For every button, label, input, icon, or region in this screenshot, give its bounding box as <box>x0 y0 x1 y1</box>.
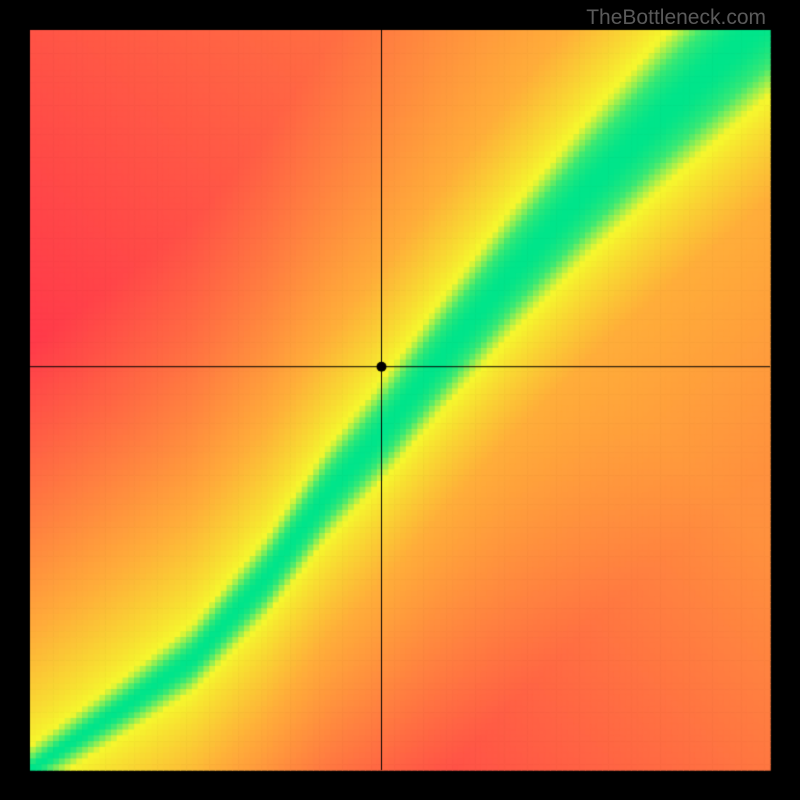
chart-container: TheBottleneck.com <box>0 0 800 800</box>
watermark-text: TheBottleneck.com <box>586 6 766 30</box>
heatmap-canvas <box>0 0 800 800</box>
